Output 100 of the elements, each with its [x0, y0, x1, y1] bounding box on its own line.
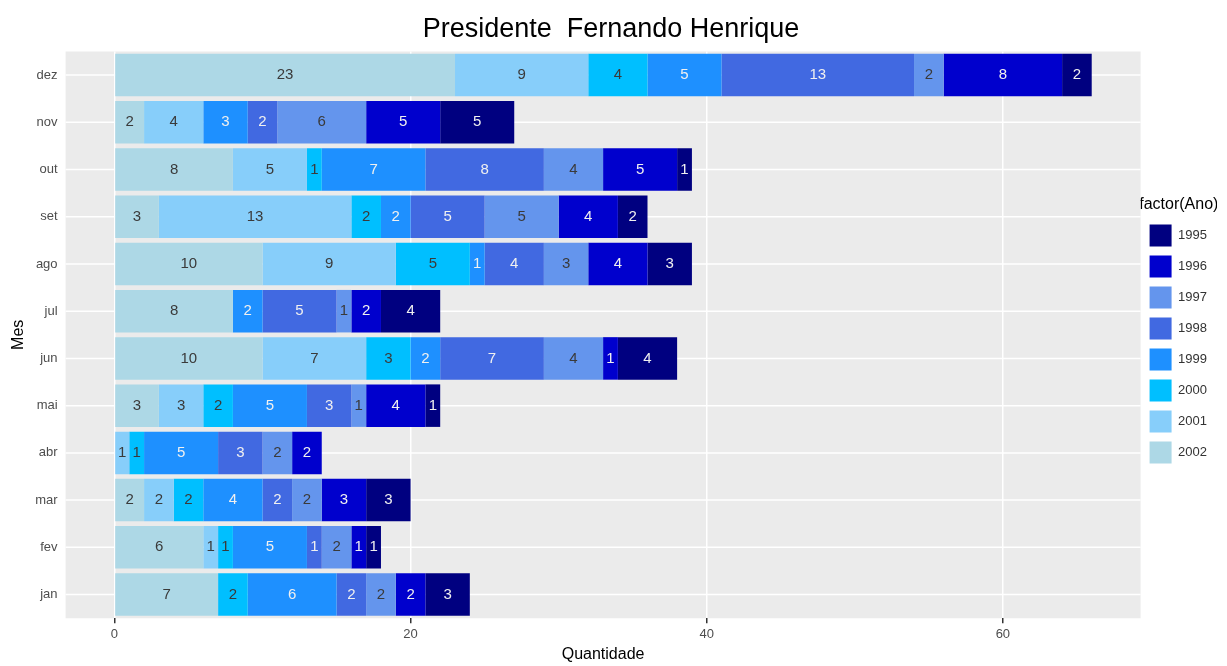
bar	[262, 242, 396, 286]
bar	[247, 573, 337, 616]
bar	[262, 478, 293, 522]
data-label: 4	[406, 301, 415, 319]
bar	[321, 526, 352, 569]
bar	[366, 526, 381, 569]
data-label: 1	[310, 537, 319, 555]
y-tick-label: nov	[36, 113, 59, 129]
bar	[203, 384, 233, 427]
data-label: 2	[332, 537, 341, 555]
y-tick-label: ago	[35, 255, 58, 271]
data-label: 2	[213, 395, 223, 413]
data-label: 5	[176, 443, 186, 461]
data-label: 3	[384, 490, 393, 508]
bar	[395, 573, 426, 616]
bar	[115, 337, 263, 380]
bar	[218, 431, 263, 475]
bar	[425, 148, 544, 191]
data-label: 2	[243, 301, 252, 319]
data-label: 1	[354, 395, 363, 413]
bar	[232, 526, 307, 569]
bar	[173, 478, 204, 522]
bar	[144, 431, 219, 475]
data-label: 6	[155, 537, 164, 555]
data-label: 4	[569, 159, 578, 177]
bar	[440, 101, 515, 144]
data-label: 2	[273, 443, 282, 461]
data-label: 3	[561, 254, 571, 272]
data-label: 5	[635, 159, 645, 177]
data-label: 1	[206, 537, 215, 555]
data-label: 2	[421, 348, 430, 366]
x-tick-label: 20	[403, 625, 418, 641]
data-label: 10	[180, 254, 198, 272]
data-label: 5	[265, 159, 275, 177]
bar	[484, 242, 544, 286]
bar	[425, 384, 441, 427]
data-label: 4	[391, 395, 400, 413]
bar	[115, 101, 145, 144]
y-tick-label: jan	[39, 586, 58, 602]
bar	[351, 384, 367, 427]
data-label: 1	[310, 159, 319, 177]
bar	[366, 478, 411, 522]
data-label: 3	[132, 206, 142, 224]
bar	[351, 289, 381, 333]
bar	[203, 478, 263, 522]
bar	[617, 337, 678, 380]
data-label: 2	[924, 65, 934, 83]
bar	[203, 526, 219, 569]
bar	[914, 53, 944, 97]
bar	[262, 289, 337, 333]
bar	[469, 242, 485, 286]
bar	[115, 53, 456, 97]
data-label: 5	[265, 395, 275, 413]
bar	[366, 384, 426, 427]
bar	[247, 101, 278, 144]
y-tick-label: dez	[36, 66, 58, 82]
bar	[129, 431, 145, 475]
data-label: 2	[302, 490, 312, 508]
legend-label: 1998	[1178, 320, 1207, 336]
y-tick-label: abr	[38, 444, 59, 460]
bar	[262, 431, 293, 475]
data-label: 8	[169, 159, 179, 177]
x-tick-label: 60	[995, 625, 1011, 641]
bar	[380, 289, 441, 333]
data-label: 1	[606, 348, 615, 366]
data-label: 10	[180, 348, 198, 366]
y-tick-label: mar	[35, 491, 59, 507]
bar	[158, 195, 352, 238]
bar	[943, 53, 1063, 97]
data-label: 4	[613, 65, 623, 83]
bar	[115, 148, 233, 191]
y-tick-label: jul	[43, 302, 58, 318]
bar	[336, 573, 367, 616]
data-label: 1	[132, 443, 141, 461]
chart-title: Presidente Fernando Henrique	[422, 12, 800, 43]
bar	[366, 101, 441, 144]
bar	[115, 573, 219, 616]
bar	[232, 148, 307, 191]
bar	[115, 526, 204, 569]
bar	[558, 195, 618, 238]
legend-label: 2000	[1178, 382, 1207, 398]
data-label: 1	[428, 395, 437, 413]
bar	[306, 526, 322, 569]
bar	[144, 478, 174, 522]
data-label: 2	[228, 584, 238, 602]
data-label: 1	[339, 301, 349, 319]
data-label: 2	[125, 112, 134, 130]
data-label: 7	[310, 348, 319, 366]
bar	[455, 53, 589, 97]
data-label: 13	[809, 65, 827, 83]
data-label: 2	[362, 206, 371, 224]
data-label: 2	[154, 490, 164, 508]
data-label: 8	[998, 65, 1008, 83]
y-tick-label: out	[39, 161, 58, 177]
bar	[203, 101, 248, 144]
bar	[603, 148, 678, 191]
data-label: 1	[221, 537, 230, 555]
bar	[603, 337, 618, 380]
data-label: 5	[295, 301, 304, 319]
bar	[366, 337, 411, 380]
